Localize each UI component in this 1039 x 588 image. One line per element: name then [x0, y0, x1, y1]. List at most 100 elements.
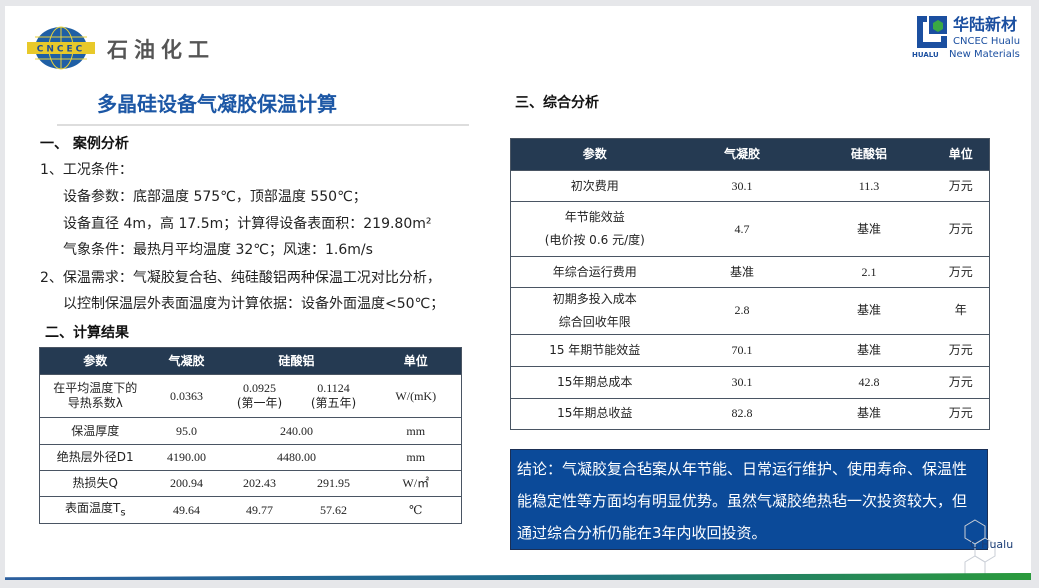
- hualu-logo: HUALU 华陆新材 CNCEC Hualu New Materials: [912, 15, 1020, 60]
- cell: 202.43: [222, 470, 297, 497]
- cell: 年节能效益: [564, 210, 625, 225]
- section1-heading: 一、 案例分析: [40, 136, 129, 152]
- cell: 万元: [932, 398, 990, 430]
- cell: (电价按 0.6 元/度): [544, 233, 645, 247]
- col-header: 参数: [510, 138, 679, 171]
- table-row: 表面温度Ts 49.64 49.77 57.62 ℃: [39, 496, 462, 524]
- cell: 万元: [932, 334, 990, 367]
- cell: 15 年期节能效益: [549, 342, 641, 357]
- cell: 万元: [932, 366, 990, 399]
- cell: 热损失Q: [39, 470, 151, 497]
- cell: 0.1124: [317, 381, 350, 395]
- cell-subscript: s: [120, 506, 126, 518]
- cell: 导热系数λ: [67, 396, 123, 410]
- analysis-table: 参数 气凝胶 硅酸铝 单位 初次费用 30.1 11.3 万元 年节能效益 (电价按 0.6 元…: [510, 138, 990, 430]
- table-row: 保温厚度 95.0 240.00 mm: [39, 417, 462, 445]
- cell: ℃: [370, 496, 462, 524]
- cell: W/(mK): [370, 374, 462, 418]
- col-header: 参数: [39, 347, 151, 375]
- svg-text:华陆新材: 华陆新材: [953, 15, 1017, 34]
- table-row: 绝热层外径D1 4190.00 4480.00 mm: [39, 444, 462, 471]
- cell: 基准: [805, 201, 933, 257]
- cell: 4190.00: [150, 444, 223, 471]
- slide: CNCEC 石油化工 HUALU 华陆新材 CNCEC Hualu New Ma…: [5, 6, 1031, 580]
- col-header: 气凝胶: [150, 347, 223, 375]
- cell: 年: [932, 287, 990, 335]
- bottom-stripe: [5, 573, 1031, 580]
- table-row: 年节能效益 (电价按 0.6 元/度) 4.7 基准 万元: [510, 201, 990, 257]
- table-row: 热损失Q 200.94 202.43 291.95 W/㎡: [39, 470, 462, 497]
- calc-results-table: 参数 气凝胶 硅酸铝 单位 在平均温度下的 导热系数λ 0.0363 0.0925 (第一年)…: [39, 347, 462, 524]
- section3-heading: 三、综合分析: [515, 95, 599, 111]
- cell: 70.1: [678, 334, 806, 367]
- cell: 基准: [678, 256, 806, 288]
- cell: 57.62: [296, 496, 371, 524]
- company-name: 石油化工: [107, 37, 215, 62]
- cell: 30.1: [678, 170, 806, 202]
- table-row: 年综合运行费用 基准 2.1 万元: [510, 256, 990, 288]
- cell: 在平均温度下的: [53, 381, 138, 395]
- col-header: 气凝胶: [678, 138, 806, 171]
- col-header: 单位: [370, 347, 462, 375]
- cell: 4.7: [678, 201, 806, 257]
- cell: 0.0925: [243, 381, 276, 395]
- cell: 30.1: [678, 366, 806, 399]
- cell: 4480.00: [222, 444, 371, 471]
- svg-text:CNCEC Hualu: CNCEC Hualu: [953, 36, 1020, 47]
- cell: 基准: [805, 334, 933, 367]
- cell: 年综合运行费用: [552, 264, 637, 279]
- cell: mm: [370, 444, 462, 471]
- case-line: 以控制保温层外表面温度为计算依据：设备外面温度<50℃；: [63, 296, 445, 312]
- hexagon-decoration: [964, 519, 996, 580]
- cell: 综合回收年限: [558, 314, 631, 329]
- conclusion-box: 结论：气凝胶复合毡案从年节能、日常运行维护、使用寿命、保温性能稳定性等方面均有明…: [510, 449, 988, 550]
- cell: 绝热层外径D1: [39, 444, 151, 471]
- cell: 15年期总成本: [557, 374, 633, 389]
- cell: 万元: [932, 170, 990, 202]
- cell: 42.8: [805, 366, 933, 399]
- table-row: 初次费用 30.1 11.3 万元: [510, 170, 990, 202]
- col-header: 硅酸铝: [805, 138, 933, 171]
- cell: 基准: [805, 398, 933, 430]
- table-row: 在平均温度下的 导热系数λ 0.0363 0.0925 (第一年) 0.1124 (第五年)…: [39, 374, 462, 418]
- cell: 初次费用: [570, 178, 619, 193]
- cell: 0.0363: [150, 374, 223, 418]
- cell: 291.95: [296, 470, 371, 497]
- case-line: 2、保温需求：气凝胶复合毡、纯硅酸铝两种保温工况对比分析，: [40, 270, 441, 286]
- table-row: 15年期总收益 82.8 基准 万元: [510, 398, 990, 430]
- cell: 15年期总收益: [557, 406, 633, 421]
- cell: 82.8: [678, 398, 806, 430]
- svg-text:New Materials: New Materials: [949, 49, 1020, 60]
- cell: 240.00: [222, 417, 371, 445]
- cell: 万元: [932, 201, 990, 257]
- col-header: 硅酸铝: [222, 347, 371, 375]
- cell: 2.1: [805, 256, 933, 288]
- cell: 基准: [805, 287, 933, 335]
- cell: 2.8: [678, 287, 806, 335]
- table-row: 15 年期节能效益 70.1 基准 万元: [510, 334, 990, 367]
- cell: 初期多投入成本: [552, 292, 637, 306]
- table-row: 初期多投入成本 综合回收年限 2.8 基准年: [510, 287, 990, 335]
- cell: (第五年): [310, 396, 357, 410]
- case-line: 1、工况条件：: [40, 162, 133, 178]
- case-line: 气象条件：最热月平均温度 32℃；风速：1.6m/s: [63, 242, 373, 258]
- cell: mm: [370, 417, 462, 445]
- cell: (第一年): [236, 396, 283, 410]
- cell: 表面温度T: [64, 500, 121, 515]
- cell: 万元: [932, 256, 990, 288]
- cell: 49.77: [222, 496, 297, 524]
- page-title: 多晶硅设备气凝胶保温计算: [97, 92, 337, 116]
- case-line: 设备参数：底部温度 575℃，顶部温度 550℃；: [63, 189, 367, 205]
- cell: 11.3: [805, 170, 933, 202]
- cncec-logo-text: CNCEC: [37, 45, 86, 55]
- cell: 95.0: [150, 417, 223, 445]
- svg-text:HUALU: HUALU: [912, 51, 939, 59]
- watermark-text: C Hualu: [970, 538, 1014, 551]
- table-row: 15年期总成本 30.1 42.8 万元: [510, 366, 990, 399]
- section2-heading: 二、计算结果: [45, 325, 129, 341]
- cell: 保温厚度: [39, 417, 151, 445]
- cell: W/㎡: [370, 470, 462, 497]
- title-divider: [57, 124, 469, 126]
- cell: 200.94: [150, 470, 223, 497]
- col-header: 单位: [932, 138, 990, 171]
